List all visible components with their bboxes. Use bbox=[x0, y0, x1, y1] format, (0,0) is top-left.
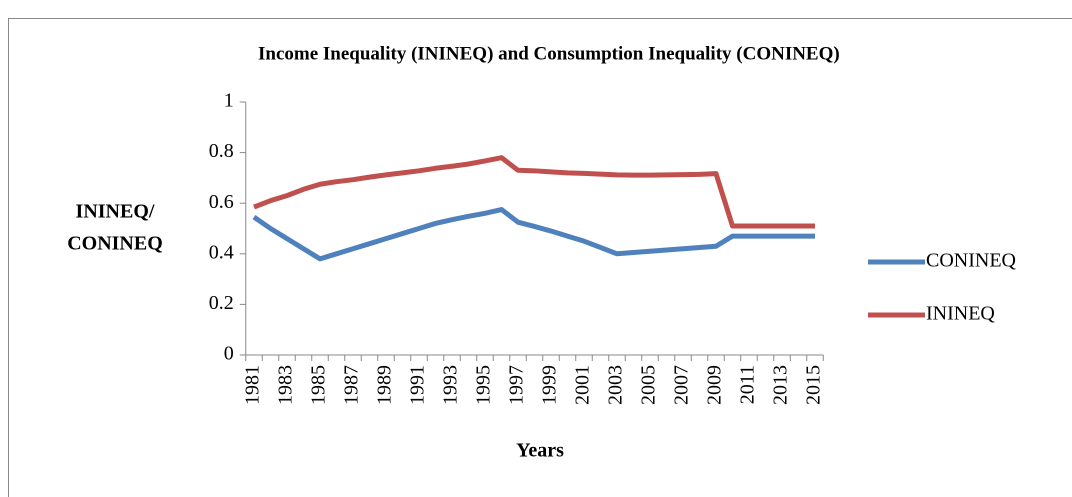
x-tick-label: 2015 bbox=[803, 365, 825, 405]
y-tick-label: 0.8 bbox=[209, 140, 234, 162]
line-series bbox=[253, 155, 815, 229]
x-tick-label: 2005 bbox=[638, 365, 660, 405]
x-tick-label: 1991 bbox=[407, 365, 429, 405]
legend-label: ININEQ bbox=[926, 303, 995, 325]
y-tick-label: 0.6 bbox=[209, 191, 234, 213]
chart-border bbox=[8, 18, 1072, 497]
line-series bbox=[252, 207, 815, 262]
x-tick-label: 1987 bbox=[341, 365, 363, 405]
y-axis-label: CONINEQ bbox=[67, 233, 163, 255]
x-tick-label: 1983 bbox=[275, 365, 297, 405]
x-axis-label: Years bbox=[516, 440, 564, 462]
x-tick-label: 2007 bbox=[671, 365, 693, 405]
y-axis-label: ININEQ/ bbox=[76, 201, 155, 223]
x-tick-label: 1999 bbox=[539, 365, 561, 405]
y-tick-label: 0 bbox=[224, 343, 234, 365]
y-tick-label: 1 bbox=[224, 90, 234, 112]
x-tick-label: 1981 bbox=[242, 365, 264, 405]
x-tick-label: 2003 bbox=[605, 365, 627, 405]
x-tick-label: 1995 bbox=[473, 365, 495, 405]
x-tick-label: 2013 bbox=[770, 365, 792, 405]
x-tick-label: 2011 bbox=[737, 365, 759, 404]
x-tick-label: 2001 bbox=[572, 365, 594, 405]
x-tick-label: 2009 bbox=[704, 365, 726, 405]
chart-title: Income Inequality (ININEQ) and Consumpti… bbox=[258, 43, 840, 64]
y-tick-label: 0.4 bbox=[209, 241, 234, 263]
legend-label: CONINEQ bbox=[926, 250, 1017, 272]
x-tick-label: 1993 bbox=[440, 365, 462, 405]
y-tick-label: 0.2 bbox=[209, 292, 234, 314]
x-tick-label: 1997 bbox=[506, 365, 528, 405]
x-tick-label: 1989 bbox=[374, 365, 396, 405]
x-tick-label: 1985 bbox=[308, 365, 330, 405]
